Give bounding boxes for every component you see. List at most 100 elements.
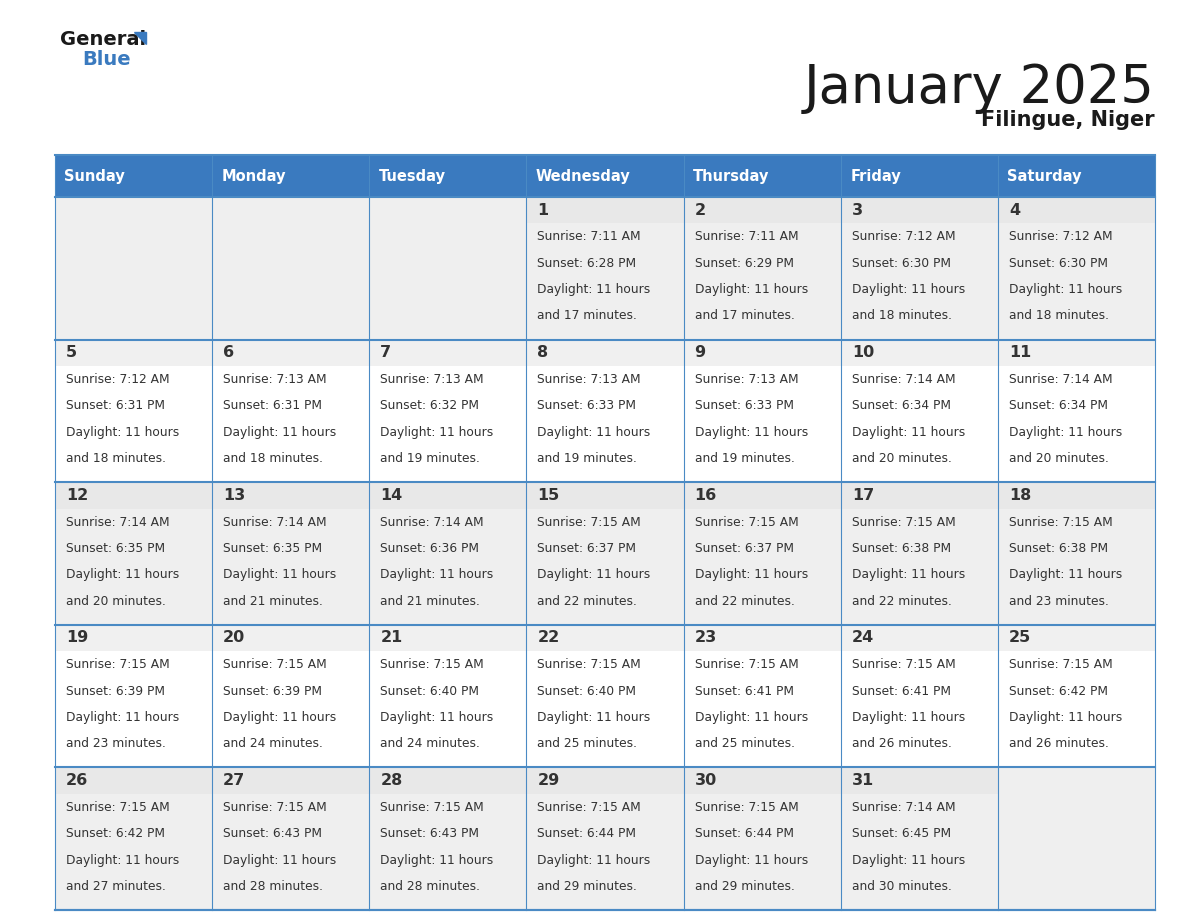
Bar <box>841 625 998 767</box>
Text: Sunrise: 7:14 AM: Sunrise: 7:14 AM <box>852 373 955 386</box>
Bar <box>55 340 213 366</box>
Bar <box>998 767 1155 910</box>
Text: Daylight: 11 hours: Daylight: 11 hours <box>852 711 965 724</box>
Bar <box>683 155 841 197</box>
Bar <box>683 482 841 625</box>
Text: Sunset: 6:41 PM: Sunset: 6:41 PM <box>852 685 950 698</box>
Bar <box>55 625 213 767</box>
Text: Daylight: 11 hours: Daylight: 11 hours <box>1009 426 1123 439</box>
Bar <box>369 482 526 625</box>
Text: Sunrise: 7:11 AM: Sunrise: 7:11 AM <box>695 230 798 243</box>
Bar <box>526 625 683 767</box>
Text: Sunset: 6:37 PM: Sunset: 6:37 PM <box>695 542 794 555</box>
Bar <box>369 625 526 651</box>
Text: Daylight: 11 hours: Daylight: 11 hours <box>1009 568 1123 581</box>
Text: 7: 7 <box>380 345 391 360</box>
Text: Daylight: 11 hours: Daylight: 11 hours <box>537 568 651 581</box>
Text: Sunrise: 7:13 AM: Sunrise: 7:13 AM <box>695 373 798 386</box>
Text: Sunrise: 7:12 AM: Sunrise: 7:12 AM <box>852 230 955 243</box>
Text: Daylight: 11 hours: Daylight: 11 hours <box>223 426 336 439</box>
Text: Sunset: 6:40 PM: Sunset: 6:40 PM <box>537 685 637 698</box>
Text: Sunset: 6:45 PM: Sunset: 6:45 PM <box>852 827 950 840</box>
Text: Sunset: 6:35 PM: Sunset: 6:35 PM <box>67 542 165 555</box>
Text: and 22 minutes.: and 22 minutes. <box>852 595 952 608</box>
Bar <box>55 340 213 482</box>
Bar <box>841 625 998 651</box>
Text: Sunset: 6:38 PM: Sunset: 6:38 PM <box>852 542 950 555</box>
Bar <box>683 340 841 366</box>
Text: 13: 13 <box>223 487 246 503</box>
Text: Sunset: 6:38 PM: Sunset: 6:38 PM <box>1009 542 1108 555</box>
Bar <box>841 482 998 625</box>
Text: 10: 10 <box>852 345 874 360</box>
Bar <box>526 482 683 625</box>
Text: 15: 15 <box>537 487 560 503</box>
Text: Sunrise: 7:15 AM: Sunrise: 7:15 AM <box>537 800 642 814</box>
Bar <box>55 767 213 794</box>
Text: Sunrise: 7:14 AM: Sunrise: 7:14 AM <box>223 516 327 529</box>
Bar <box>841 340 998 366</box>
Text: Daylight: 11 hours: Daylight: 11 hours <box>1009 283 1123 297</box>
Text: and 30 minutes.: and 30 minutes. <box>852 879 952 893</box>
Text: and 23 minutes.: and 23 minutes. <box>67 737 166 750</box>
Bar <box>213 767 369 910</box>
Bar <box>683 340 841 482</box>
Text: Friday: Friday <box>851 169 901 184</box>
Text: Sunset: 6:39 PM: Sunset: 6:39 PM <box>67 685 165 698</box>
Bar <box>841 482 998 509</box>
Bar <box>683 767 841 910</box>
Text: Daylight: 11 hours: Daylight: 11 hours <box>67 711 179 724</box>
Text: Sunrise: 7:15 AM: Sunrise: 7:15 AM <box>852 658 955 671</box>
Text: Monday: Monday <box>222 169 286 184</box>
Text: Daylight: 11 hours: Daylight: 11 hours <box>537 426 651 439</box>
Text: Sunrise: 7:15 AM: Sunrise: 7:15 AM <box>380 800 484 814</box>
Bar <box>526 197 683 223</box>
Bar <box>841 340 998 482</box>
Text: Daylight: 11 hours: Daylight: 11 hours <box>852 283 965 297</box>
Bar <box>526 340 683 482</box>
Text: Daylight: 11 hours: Daylight: 11 hours <box>695 426 808 439</box>
Bar <box>369 482 526 509</box>
Text: and 17 minutes.: and 17 minutes. <box>537 309 637 322</box>
Text: Sunset: 6:34 PM: Sunset: 6:34 PM <box>852 399 950 412</box>
Text: Sunrise: 7:15 AM: Sunrise: 7:15 AM <box>695 516 798 529</box>
Bar <box>683 625 841 767</box>
Bar <box>55 625 213 651</box>
Bar <box>998 340 1155 366</box>
Text: Sunrise: 7:15 AM: Sunrise: 7:15 AM <box>1009 658 1113 671</box>
Text: Sunset: 6:37 PM: Sunset: 6:37 PM <box>537 542 637 555</box>
Text: Daylight: 11 hours: Daylight: 11 hours <box>67 854 179 867</box>
Bar <box>55 482 213 509</box>
Bar <box>213 625 369 651</box>
Bar <box>998 625 1155 651</box>
Text: Sunset: 6:31 PM: Sunset: 6:31 PM <box>223 399 322 412</box>
Text: Sunrise: 7:15 AM: Sunrise: 7:15 AM <box>223 800 327 814</box>
Polygon shape <box>134 32 146 44</box>
Bar <box>369 340 526 482</box>
Text: Sunset: 6:32 PM: Sunset: 6:32 PM <box>380 399 479 412</box>
Bar <box>213 340 369 482</box>
Bar <box>526 767 683 794</box>
Text: Daylight: 11 hours: Daylight: 11 hours <box>537 711 651 724</box>
Text: Daylight: 11 hours: Daylight: 11 hours <box>1009 711 1123 724</box>
Text: and 28 minutes.: and 28 minutes. <box>380 879 480 893</box>
Text: Blue: Blue <box>82 50 131 69</box>
Text: Daylight: 11 hours: Daylight: 11 hours <box>380 711 493 724</box>
Bar <box>998 625 1155 767</box>
Bar <box>55 155 213 197</box>
Bar <box>683 197 841 223</box>
Text: General: General <box>61 30 146 49</box>
Text: Sunset: 6:42 PM: Sunset: 6:42 PM <box>67 827 165 840</box>
Text: Sunset: 6:28 PM: Sunset: 6:28 PM <box>537 257 637 270</box>
Text: Sunrise: 7:14 AM: Sunrise: 7:14 AM <box>1009 373 1112 386</box>
Bar <box>369 340 526 366</box>
Bar <box>998 340 1155 482</box>
Text: and 19 minutes.: and 19 minutes. <box>537 452 637 465</box>
Text: 20: 20 <box>223 631 246 645</box>
Text: Daylight: 11 hours: Daylight: 11 hours <box>223 568 336 581</box>
Text: Daylight: 11 hours: Daylight: 11 hours <box>852 426 965 439</box>
Text: and 25 minutes.: and 25 minutes. <box>695 737 795 750</box>
Text: Sunset: 6:43 PM: Sunset: 6:43 PM <box>223 827 322 840</box>
Text: and 29 minutes.: and 29 minutes. <box>695 879 795 893</box>
Text: Saturday: Saturday <box>1007 169 1082 184</box>
